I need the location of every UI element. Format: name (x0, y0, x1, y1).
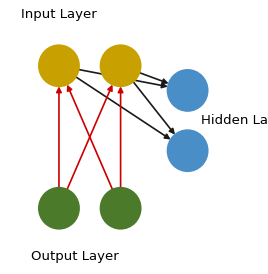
Circle shape (39, 188, 79, 229)
Circle shape (168, 130, 208, 171)
Text: Hidden Layer: Hidden Layer (201, 114, 268, 127)
Circle shape (100, 188, 141, 229)
Circle shape (39, 45, 79, 86)
Circle shape (168, 70, 208, 111)
Text: Output Layer: Output Layer (31, 250, 119, 263)
Text: Input Layer: Input Layer (21, 8, 97, 21)
Circle shape (100, 45, 141, 86)
